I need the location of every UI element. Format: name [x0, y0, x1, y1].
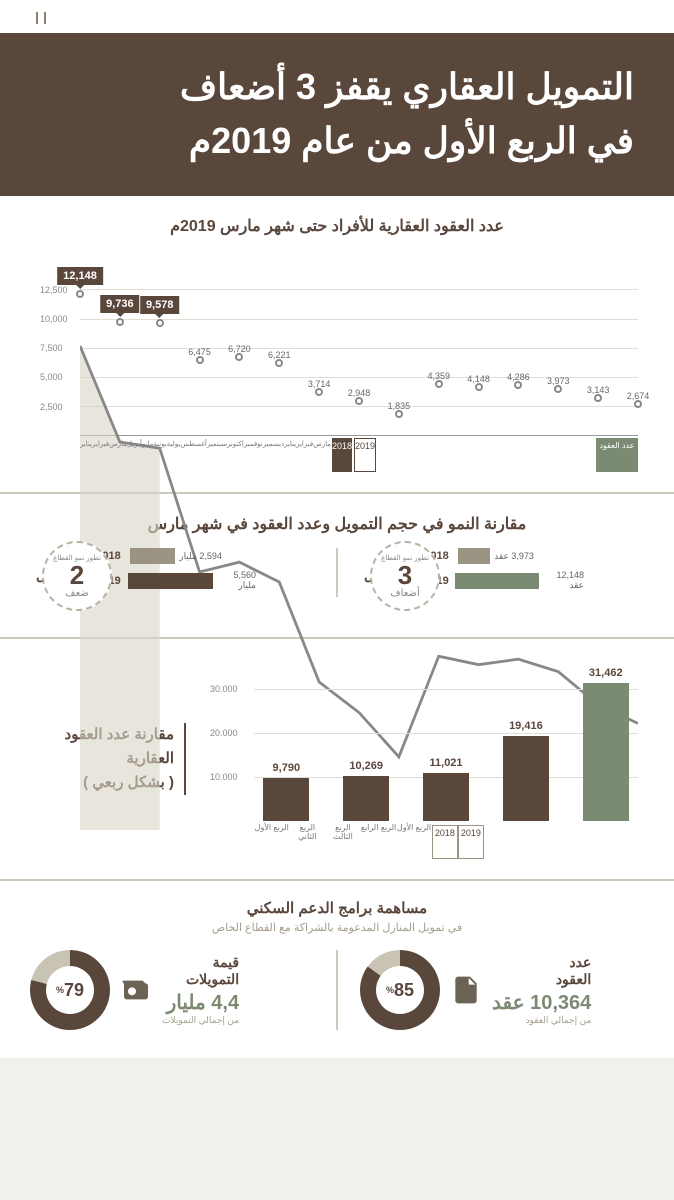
bottom-right-label: عددالعقود	[492, 954, 591, 988]
hero-line1: التمويل العقاري يقفز 3 أضعاف	[40, 60, 634, 114]
bottom-left-col: قيمةالتمويلات 4,4 مليار من إجمالي التموي…	[30, 950, 314, 1030]
compare-left-col: 2,594 مليار20185,560 مليار2019 حجمالتموي…	[36, 548, 310, 597]
bottom-title: مساهمة برامج الدعم السكني	[30, 899, 644, 917]
top-bar	[0, 0, 674, 36]
infographic-root: التمويل العقاري يقفز 3 أضعاف في الربع ال…	[0, 0, 674, 1058]
compare-right-circle: تطور نمو القطاع 3 أضعاف	[370, 541, 440, 611]
bottom-right-donut: 85%	[360, 950, 440, 1030]
document-icon	[450, 974, 482, 1006]
hero-line2: في الربع الأول من عام 2019م	[40, 114, 634, 168]
line-chart-corner-label: عدد العقود	[596, 438, 638, 472]
hero-title: التمويل العقاري يقفز 3 أضعاف في الربع ال…	[0, 36, 674, 196]
money-icon	[120, 974, 152, 1006]
bottom-section: مساهمة برامج الدعم السكني في تمويل المنا…	[0, 881, 674, 1058]
bottom-left-donut: 79%	[30, 950, 110, 1030]
line-chart-section: عدد العقود العقارية للأفراد حتى شهر مارس…	[0, 196, 674, 494]
bottom-sub: في تمويل المنازل المدعومة بالشراكة مع ال…	[30, 921, 644, 934]
line-chart: 2,6743,1433,9734,2864,1484,3591,8352,948…	[36, 272, 638, 472]
bottom-left-label: قيمةالتمويلات	[162, 954, 239, 988]
quarterly-chart: 10.00020.00030.000 9,79010,26911,02119,4…	[206, 659, 638, 859]
line-chart-title: عدد العقود العقارية للأفراد حتى شهر مارس…	[36, 216, 638, 236]
compare-left-circle: تطور نمو القطاع 2 ضعف	[42, 541, 112, 611]
bottom-right-col: عددالعقود 10,364 عقد من إجمالي العقود 85…	[360, 950, 644, 1030]
compare-right-col: 3,973 عقد201812,148 عقد2019 عقودالتمويل …	[364, 548, 638, 597]
